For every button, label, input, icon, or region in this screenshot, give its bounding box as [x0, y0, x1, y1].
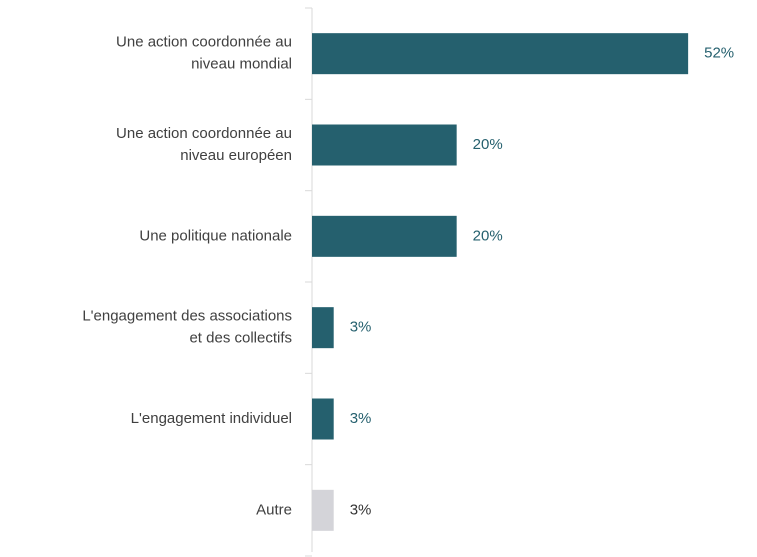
bar	[312, 489, 334, 531]
bar	[312, 307, 334, 349]
bar	[312, 215, 457, 257]
bar	[312, 33, 689, 75]
value-label: 52%	[704, 45, 734, 62]
value-label: 3%	[350, 319, 372, 336]
category-label-line: Une action coordonnée au	[116, 34, 292, 51]
value-label: 3%	[350, 410, 372, 427]
category-label-line: L'engagement individuel	[131, 410, 292, 427]
category-label: Une politique nationale	[139, 227, 292, 244]
category-label-line: niveau mondial	[191, 56, 292, 73]
bar	[312, 124, 457, 166]
value-label: 20%	[473, 227, 503, 244]
value-label: 3%	[350, 501, 372, 518]
bar	[312, 398, 334, 440]
category-label-line: Une politique nationale	[139, 227, 292, 244]
category-label-line: L'engagement des associations	[82, 308, 292, 325]
category-label: Une action coordonnée au niveau mondial	[116, 34, 292, 73]
category-label-line: et des collectifs	[189, 330, 292, 347]
category-label: Une action coordonnée au niveau européen	[116, 125, 292, 164]
category-label: Autre	[256, 501, 292, 518]
category-label-line: niveau européen	[180, 147, 292, 164]
category-label: L'engagement des associations et des coll…	[82, 308, 292, 347]
category-label-line: Autre	[256, 501, 292, 518]
category-label-line: Une action coordonnée au	[116, 125, 292, 142]
category-label: L'engagement individuel	[131, 410, 292, 427]
value-label: 20%	[473, 136, 503, 153]
